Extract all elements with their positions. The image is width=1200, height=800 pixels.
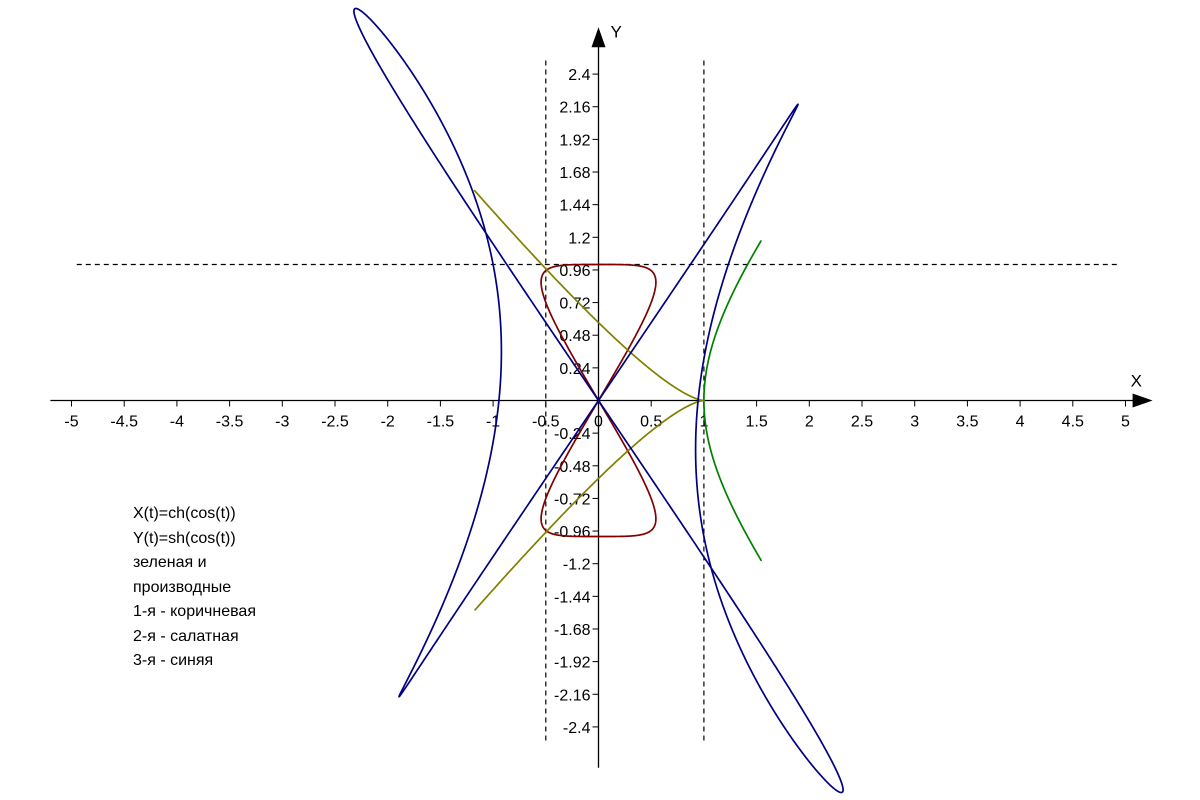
x-ticks: -5 -4.5 -4 -3.5 -3 -2.5 -2 -1.5 -1 -0.5 0 0.5 1 1.5 2 2… — [64, 400, 1130, 431]
x-tick-label: -2 — [381, 414, 395, 431]
y-tick-label: -1.68 — [554, 622, 591, 639]
curve-function — [703, 239, 762, 562]
x-tick-label: -4 — [170, 414, 184, 431]
x-axis-label: X — [1131, 372, 1142, 391]
y-tick-label: 0.96 — [559, 263, 590, 280]
y-tick-label: -1.2 — [563, 557, 591, 574]
x-tick-label: 1 — [699, 414, 708, 431]
curves — [353, 7, 844, 794]
x-tick-label: 2.5 — [851, 414, 873, 431]
x-tick-label: -1 — [486, 414, 500, 431]
x-tick-label: 3.5 — [956, 414, 978, 431]
x-tick-label: 0.5 — [640, 414, 662, 431]
y-axis-label: Y — [611, 22, 622, 41]
x-tick-label: 5 — [1121, 414, 1130, 431]
x-tick-label: 1.5 — [745, 414, 767, 431]
legend-line-first-derivative: 1-я - коричневая — [133, 603, 256, 620]
legend-line-derivatives: производные — [133, 578, 232, 596]
x-tick-label: 2 — [805, 414, 814, 431]
curve-third-derivative — [353, 7, 844, 794]
legend-line-third-derivative: 3-я - синяя — [133, 652, 214, 669]
x-tick-label: -2.5 — [321, 414, 349, 431]
y-tick-label: -2.4 — [563, 720, 591, 737]
y-tick-label: -0.96 — [554, 524, 591, 541]
x-tick-label: -1.5 — [427, 414, 455, 431]
legend-line-second-derivative: 2-я - салатная — [133, 627, 239, 645]
y-tick-label: -0.72 — [554, 491, 591, 508]
x-tick-label: 3 — [910, 414, 919, 431]
y-tick-label: 1.92 — [559, 132, 590, 149]
formula-legend: X(t)=ch(cos(t)) Y(t)=sh(cos(t)) зеленая … — [133, 502, 256, 674]
y-tick-label: -1.92 — [554, 655, 591, 672]
y-tick-label: -1.44 — [554, 589, 591, 606]
dashed-reference-lines — [76, 60, 1121, 741]
legend-line-x-formula: X(t)=ch(cos(t)) — [133, 505, 236, 522]
x-tick-label: -3 — [275, 414, 289, 431]
x-tick-label: -4.5 — [110, 414, 138, 431]
y-ticks: -2.4-2.16-1.92-1.68-1.44-1.2-0.96-0.72-0… — [554, 67, 599, 737]
y-tick-label: 0.72 — [559, 296, 590, 313]
x-tick-label: 4.5 — [1062, 414, 1084, 431]
y-tick-label: 2.4 — [568, 67, 590, 84]
y-tick-label: -2.16 — [554, 687, 591, 704]
x-tick-label: -5 — [64, 414, 78, 431]
y-tick-label: 2.16 — [559, 100, 590, 117]
y-axis-arrow — [591, 27, 606, 48]
axes: X Y — [50, 22, 1153, 768]
legend-line-green-and: зеленая и — [133, 554, 207, 571]
y-tick-label: 1.2 — [568, 230, 590, 247]
y-tick-label: 0.24 — [559, 361, 590, 378]
x-tick-label: -3.5 — [216, 414, 244, 431]
y-tick-label: 0.48 — [559, 328, 590, 345]
x-tick-label: 0 — [594, 414, 603, 431]
x-tick-label: -0.5 — [532, 414, 560, 431]
x-tick-label: 4 — [1016, 414, 1025, 431]
y-tick-label: 1.68 — [559, 165, 590, 182]
curve-second-derivative — [473, 189, 705, 612]
legend-line-y-formula: Y(t)=sh(cos(t)) — [133, 529, 236, 547]
x-axis-arrow — [1132, 393, 1153, 408]
y-tick-label: 1.44 — [559, 198, 590, 215]
